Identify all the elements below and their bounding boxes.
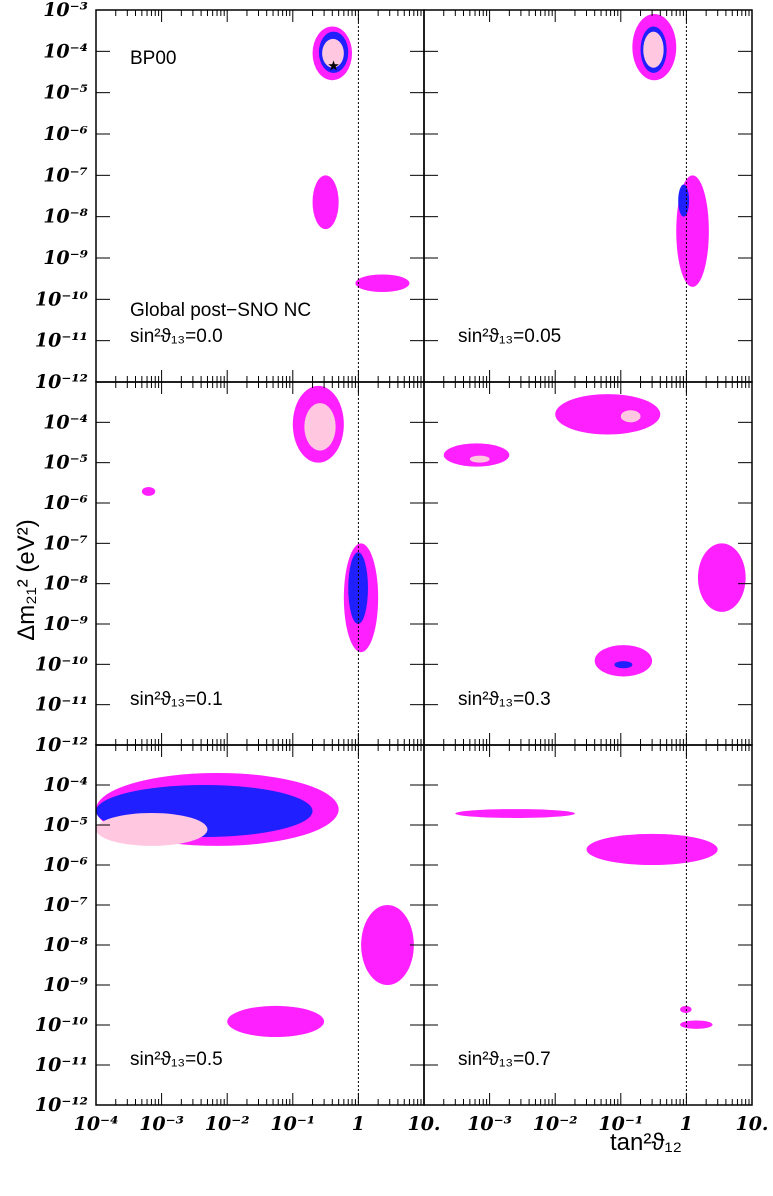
x-tick-label: 10⁻²: [205, 1113, 250, 1135]
x-tick-label: 1: [680, 1113, 693, 1135]
y-tick-label: 10⁻⁸: [43, 934, 88, 956]
panel-label: sin²ϑ₁₃=0.1: [130, 689, 223, 710]
y-tick-label: 10⁻⁶: [43, 123, 88, 145]
y-tick-label: 10⁻⁵: [43, 82, 88, 104]
panel-regions-3: [443, 394, 746, 677]
y-tick-label: 10⁻⁵: [43, 814, 88, 836]
y-tick-label: 10⁻⁶: [43, 854, 88, 876]
allowed-region-inner: [322, 38, 344, 68]
x-axis-title: tan²ϑ₁₂: [610, 1129, 682, 1156]
allowed-region-middle: [614, 661, 633, 669]
allowed-region-outer: [680, 1005, 692, 1013]
y-tick-label: 10⁻¹²: [35, 734, 88, 756]
y-tick-label: 10⁻⁵: [43, 452, 88, 474]
y-tick-label: 10⁻⁷: [43, 532, 88, 554]
x-tick-label: 10⁻³: [139, 1113, 184, 1135]
allowed-region-inner: [469, 455, 490, 463]
y-tick-label: 10⁻⁴: [43, 411, 88, 433]
panel-frame: [423, 744, 753, 1106]
panel-regions-0: [312, 26, 410, 293]
allowed-region-outer: [680, 1020, 713, 1029]
y-tick-label: 10⁻⁷: [43, 164, 88, 186]
panel-label: sin²ϑ₁₃=0.0: [130, 326, 223, 347]
y-tick-label: 10⁻¹⁰: [35, 653, 89, 675]
x-tick-label: 10⁻³: [467, 1113, 512, 1135]
y-tick-label: 10⁻⁴: [43, 40, 88, 62]
panel-label: sin²ϑ₁₃=0.5: [130, 1049, 223, 1070]
allowed-region-outer: [355, 274, 410, 293]
y-tick-label: 10⁻¹²: [35, 371, 88, 393]
x-tick-label: 1: [352, 1113, 365, 1135]
y-tick-label: 10⁻⁹: [43, 974, 88, 996]
y-tick-label: 10⁻⁴: [43, 774, 88, 796]
y-tick-label: 10⁻¹⁰: [35, 288, 89, 310]
allowed-region-outer: [586, 833, 718, 865]
x-tick-label: 10.: [407, 1113, 440, 1135]
x-tick-label: 10.: [735, 1113, 768, 1135]
x-tick-label: 10⁻¹: [598, 1113, 643, 1135]
allowed-region-middle: [348, 552, 368, 624]
allowed-region-outer: [555, 394, 661, 435]
allowed-region-inner: [304, 403, 336, 451]
y-tick-label: 10⁻¹¹: [35, 694, 88, 716]
allowed-region-outer: [455, 809, 575, 818]
y-tick-label: 10⁻³: [43, 0, 88, 21]
panel-regions-1: [632, 14, 709, 287]
x-tick-label: 10⁻¹: [270, 1113, 315, 1135]
panel-regions-2: [141, 385, 379, 653]
panel-label: sin²ϑ₁₃=0.3: [458, 689, 551, 710]
y-axis-title: Δm₂₁² (eV²): [13, 519, 40, 640]
best-fit-star-icon: ★: [327, 59, 340, 75]
allowed-region-middle: [678, 184, 690, 217]
panel-labels: sin²ϑ₁₃=0.0 sin²ϑ₁₃=0.05 sin²ϑ₁₃=0.1 sin²ϑ₁…: [130, 326, 561, 1070]
panel-label: sin²ϑ₁₃=0.7: [458, 1049, 551, 1070]
y-tick-label: 10⁻¹⁰: [35, 1014, 89, 1036]
axis-tick-labels: 10⁻⁴ 10⁻³ 10⁻² 10⁻¹ 1 10. 10⁻³ 10⁻² 10⁻¹ 1 10. 10⁻³…: [35, 0, 769, 1135]
y-tick-label: 10⁻⁷: [43, 894, 88, 916]
panel-frames: [95, 9, 753, 1106]
allowed-region-outer: [697, 543, 746, 612]
allowed-region-outer: [141, 486, 156, 496]
y-tick-label: 10⁻¹¹: [35, 330, 88, 352]
x-tick-label: 10⁻⁴: [74, 1113, 119, 1135]
model-annotation: BP00: [130, 48, 176, 69]
y-tick-label: 10⁻⁹: [43, 613, 88, 635]
y-tick-label: 10⁻⁶: [43, 492, 88, 514]
allowed-region-outer: [594, 645, 653, 677]
panel-label: sin²ϑ₁₃=0.05: [458, 326, 561, 347]
y-tick-label: 10⁻¹¹: [35, 1054, 88, 1076]
y-tick-label: 10⁻⁹: [43, 247, 88, 269]
allowed-region-inner: [643, 31, 664, 68]
dataset-annotation: Global post−SNO NC: [130, 300, 311, 321]
allowed-region-outer: [227, 1005, 325, 1038]
allowed-region-outer: [443, 443, 510, 467]
reference-lines: [357, 10, 687, 1105]
panel-regions-4: [96, 772, 414, 1038]
panel-regions-5: [455, 809, 718, 1029]
y-tick-label: 10⁻¹²: [35, 1094, 88, 1116]
allowed-region-outer: [361, 905, 414, 985]
allowed-regions: [96, 14, 746, 1038]
y-tick-label: 10⁻⁸: [43, 206, 88, 228]
y-axis-title-text: Δm₂₁² (eV²): [13, 519, 40, 640]
x-axis-title-text: tan²ϑ₁₂: [610, 1129, 682, 1156]
allowed-region-outer: [312, 175, 339, 230]
x-tick-label: 10⁻²: [533, 1113, 578, 1135]
axis-ticks: [95, 9, 753, 1106]
y-tick-label: 10⁻⁸: [43, 573, 88, 595]
allowed-region-inner: [96, 812, 208, 846]
allowed-region-inner: [620, 410, 641, 423]
